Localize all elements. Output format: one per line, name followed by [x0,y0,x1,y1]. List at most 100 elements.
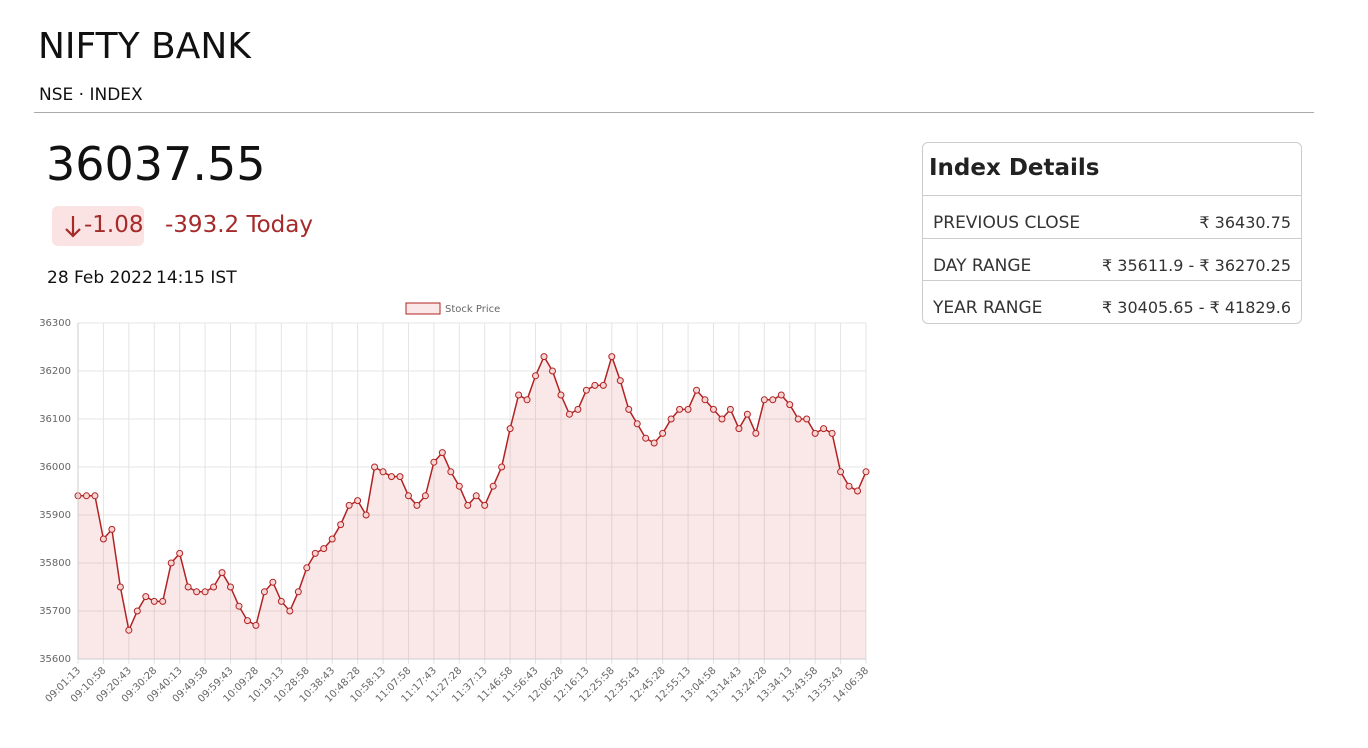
index-subtitle: NSE · INDEX [39,85,143,105]
line [78,354,867,633]
point [684,405,692,413]
point [210,583,218,591]
point [803,415,811,423]
details-title: Index Details [929,155,1100,181]
point [438,449,446,457]
area [78,356,866,659]
y-tick-label: 35700 [39,606,71,617]
point [489,482,497,490]
point [125,626,133,634]
point [498,463,506,471]
row-label: DAY RANGE [933,256,1032,276]
point [693,386,701,394]
point [447,468,455,476]
point [472,492,480,500]
row-value: ₹ 35611.9 - ₹ 36270.25 [1102,256,1291,275]
point [227,583,235,591]
point [159,597,167,605]
point [150,597,158,605]
point [82,492,90,500]
point [133,607,141,615]
point [320,545,328,553]
down-arrow [65,216,81,238]
point [243,617,251,625]
change-percent: -1.08 [84,212,144,238]
point [116,583,124,591]
point [794,415,802,423]
point [286,607,294,615]
point [464,501,472,509]
point [362,511,370,519]
row-label: PREVIOUS CLOSE [933,213,1081,233]
point [108,525,116,533]
point [379,468,387,476]
y-tick-label: 35800 [39,558,71,569]
point [786,401,794,409]
point [854,487,862,495]
y-tick-label: 35600 [39,654,71,665]
point [659,429,667,437]
date: 28 Feb 2022 [47,268,153,288]
point [413,501,421,509]
change-today: -393.2 Today [165,212,313,238]
legend-label: Stock Price [445,304,500,315]
point [701,396,709,404]
price: 36037.55 [46,137,266,191]
point [396,473,404,481]
point [735,425,743,433]
point [176,549,184,557]
divider [34,112,1314,113]
point [506,425,514,433]
point [769,396,777,404]
legend-swatch [405,302,441,315]
point [354,497,362,505]
point [252,621,260,629]
point [718,415,726,423]
point [574,405,582,413]
point [388,473,396,481]
point [540,353,548,361]
chart: 35600 35700 35800 35900 36000 36100 36200 36300… [39,302,871,705]
point [616,377,624,385]
point [752,429,760,437]
point [760,396,768,404]
point [523,396,531,404]
point [633,420,641,428]
point [455,482,463,490]
point [481,501,489,509]
point [337,521,345,529]
point [371,463,379,471]
point [201,588,209,596]
point [430,458,438,466]
point [218,569,226,577]
point [548,367,556,375]
point [184,583,192,591]
point [91,492,99,500]
details-row: YEAR RANGE ₹ 30405.65 - ₹ 41829.6 [923,280,1301,323]
point [557,391,565,399]
point [277,597,285,605]
point [676,405,684,413]
point [811,429,819,437]
point [777,391,785,399]
point [837,468,845,476]
point [667,415,675,423]
point [599,381,607,389]
point [532,372,540,380]
point [193,588,201,596]
point [845,482,853,490]
point [565,410,573,418]
point [345,501,353,509]
point [709,405,717,413]
y-tick-label: 36200 [39,366,71,377]
point [260,588,268,596]
point [99,535,107,543]
row-value: ₹ 30405.65 - ₹ 41829.6 [1102,298,1291,317]
point [311,549,319,557]
point [591,381,599,389]
point [820,425,828,433]
point [303,564,311,572]
index-title: NIFTY BANK [38,26,251,67]
change-badge [52,206,144,246]
